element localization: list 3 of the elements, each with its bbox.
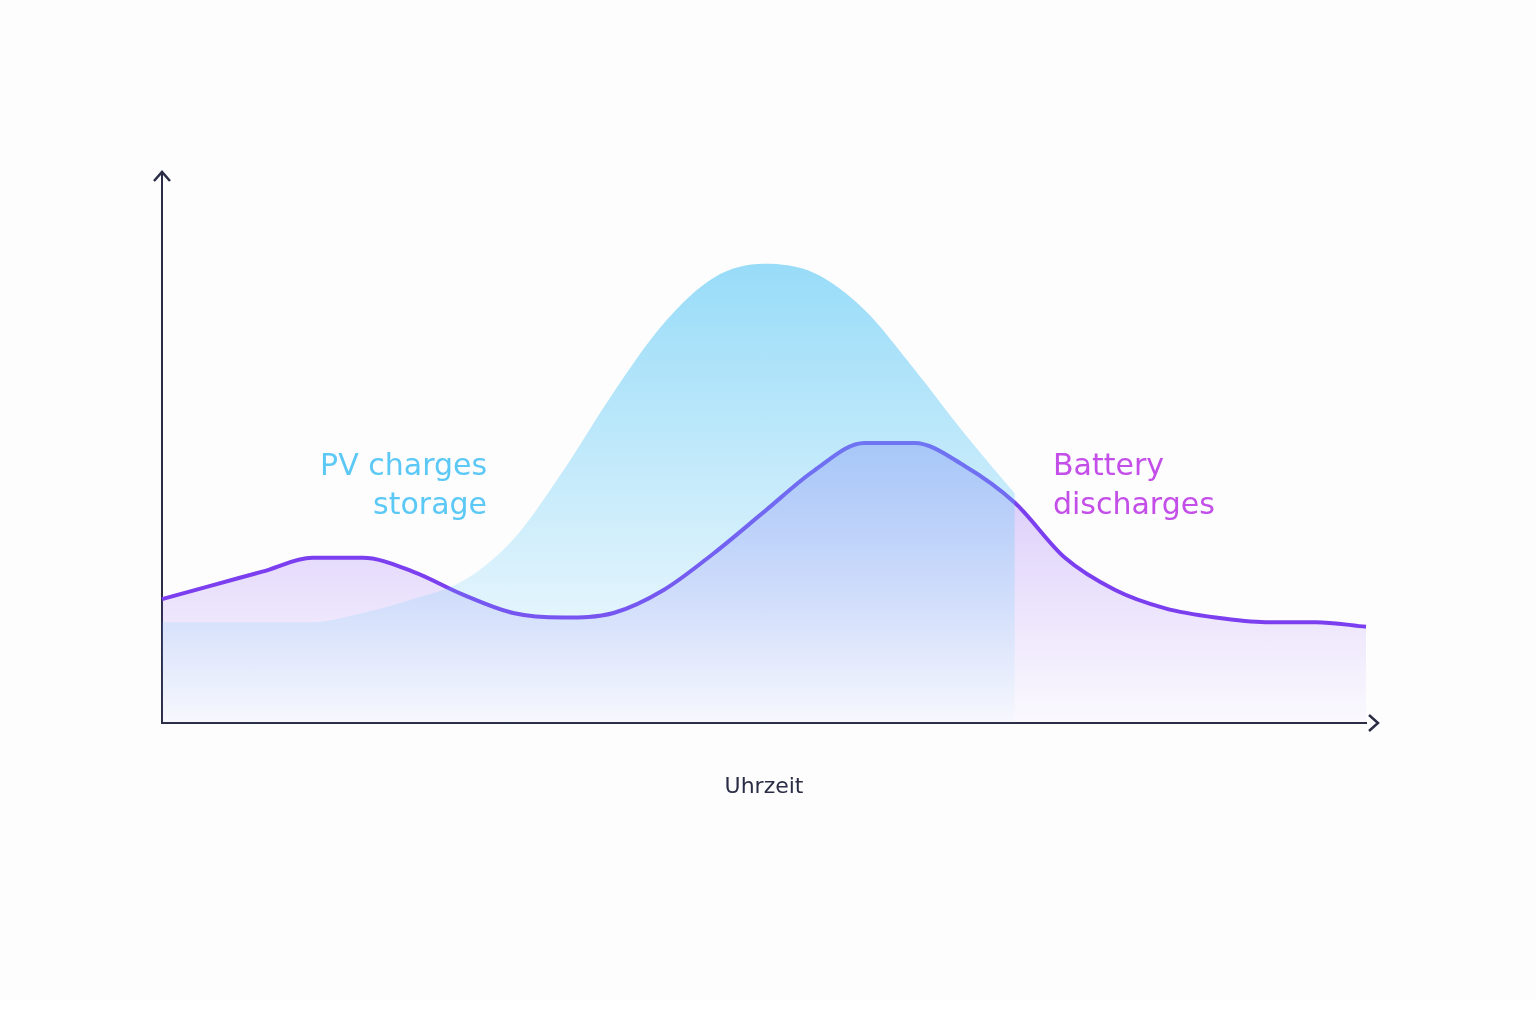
annotation: Battery discharges [1052, 447, 1215, 522]
annotation: PV charges storage [320, 447, 488, 522]
x-axis-title: Uhrzeit [724, 772, 804, 798]
